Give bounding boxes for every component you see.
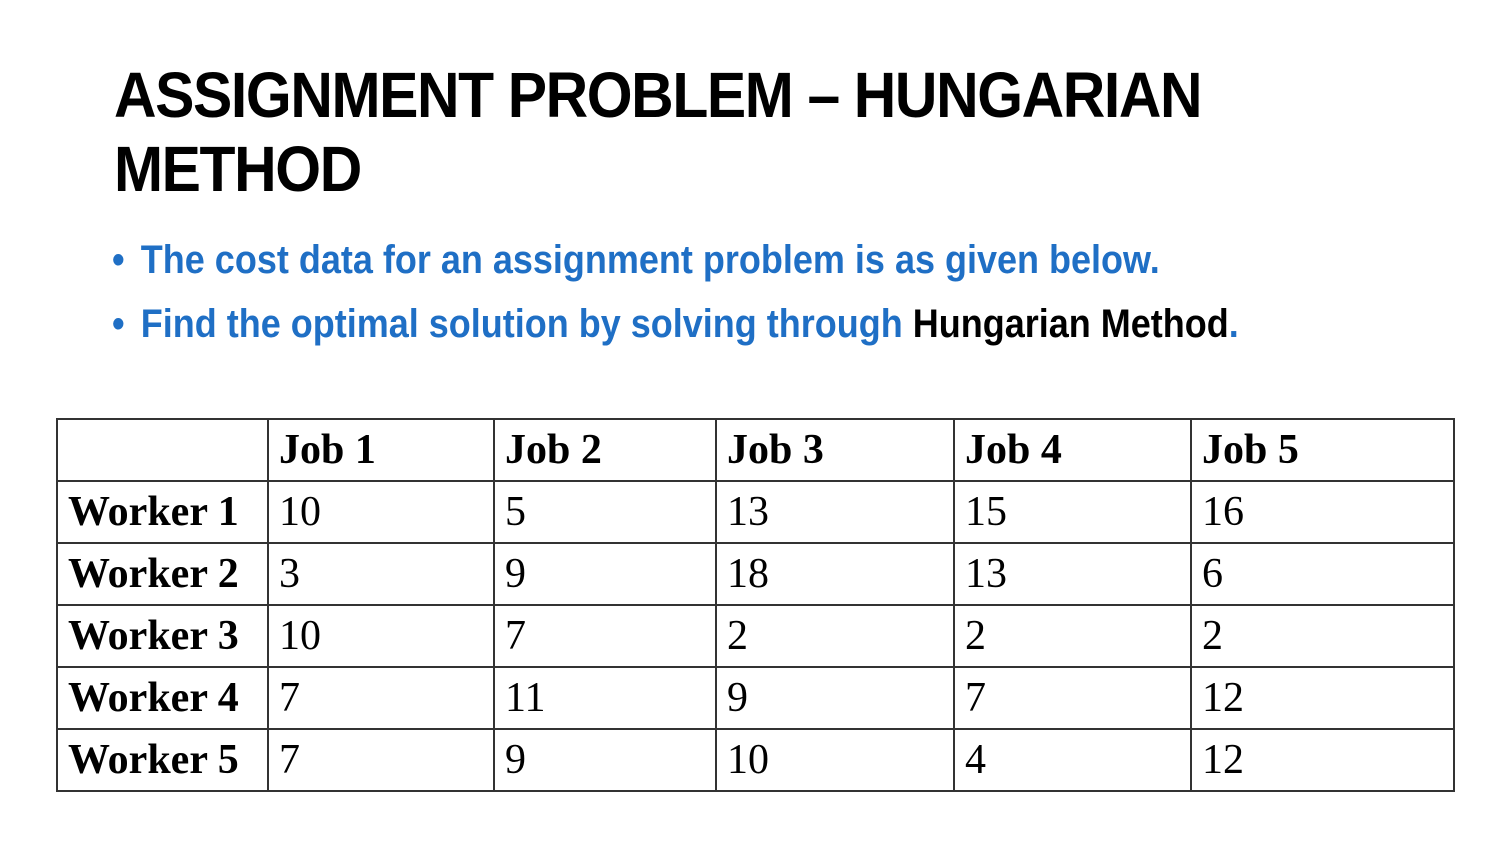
column-header-job-1: Job 1 [267,418,495,482]
bullet-list: The cost data for an assignment problem … [112,228,1239,356]
row-header-worker-1: Worker 1 [56,480,269,544]
column-header-job-3: Job 3 [715,418,955,482]
table-cell: 2 [715,604,955,668]
row-header-worker-5: Worker 5 [56,728,269,792]
cost-table: Job 1 Job 2 Job 3 Job 4 Job 5 Worker 1 1… [56,418,1455,792]
table-cell: 10 [267,604,495,668]
bullet-item-1: The cost data for an assignment problem … [112,228,1239,292]
table-cell: 10 [715,728,955,792]
table-cell: 18 [715,542,955,606]
table-cell: 10 [267,480,495,544]
row-header-worker-4: Worker 4 [56,666,269,730]
table-cell: 2 [1190,604,1455,668]
table-cell: 6 [1190,542,1455,606]
row-header-worker-3: Worker 3 [56,604,269,668]
bullet-text-2-emphasis: Hungarian Method [912,302,1229,346]
bullet-text-1: The cost data for an assignment problem … [140,238,1160,282]
table-cell: 9 [715,666,955,730]
column-header-job-2: Job 2 [493,418,717,482]
table-cell: 13 [953,542,1192,606]
table-cell: 2 [953,604,1192,668]
title-line-1: ASSIGNMENT PROBLEM – HUNGARIAN [114,59,1203,131]
table-cell: 7 [493,604,717,668]
table-cell: 3 [267,542,495,606]
table-cell: 4 [953,728,1192,792]
table-cell: 12 [1190,666,1455,730]
bullet-text-2-prefix: Find the optimal solution by solving thr… [140,302,913,346]
table-corner-cell [56,418,269,482]
table-cell: 11 [493,666,717,730]
table-cell: 13 [715,480,955,544]
bullet-item-2: Find the optimal solution by solving thr… [112,292,1239,356]
title-line-2: METHOD [114,133,362,205]
table-row: Worker 3 10 7 2 2 2 [56,604,1455,668]
table-cell: 7 [267,728,495,792]
table-cell: 7 [267,666,495,730]
table-row: Worker 5 7 9 10 4 12 [56,728,1455,792]
table-cell: 15 [953,480,1192,544]
slide-title: ASSIGNMENT PROBLEM – HUNGARIAN METHOD [114,58,1310,206]
table-cell: 12 [1190,728,1455,792]
table-cell: 9 [493,542,717,606]
table-header-row: Job 1 Job 2 Job 3 Job 4 Job 5 [56,418,1455,482]
bullet-text-2-suffix: . [1228,302,1239,346]
table-row: Worker 1 10 5 13 15 16 [56,480,1455,544]
column-header-job-4: Job 4 [953,418,1192,482]
table-cell: 7 [953,666,1192,730]
table-cell: 5 [493,480,717,544]
table-cell: 16 [1190,480,1455,544]
table-row: Worker 2 3 9 18 13 6 [56,542,1455,606]
column-header-job-5: Job 5 [1190,418,1455,482]
row-header-worker-2: Worker 2 [56,542,269,606]
table-cell: 9 [493,728,717,792]
table-row: Worker 4 7 11 9 7 12 [56,666,1455,730]
